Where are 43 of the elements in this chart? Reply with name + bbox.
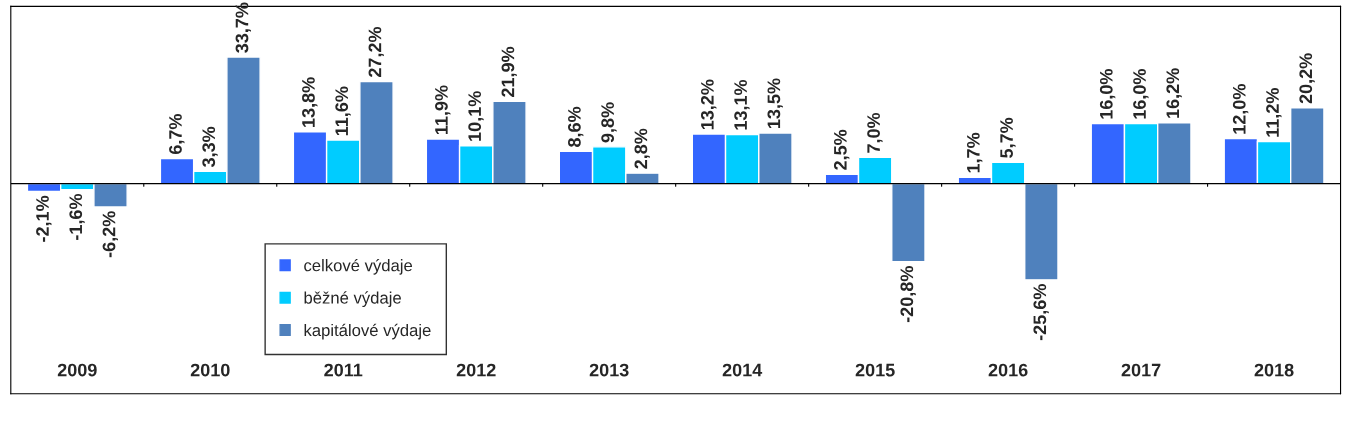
data-label: 20,2% [1299, 53, 1315, 104]
data-label: 2,8% [634, 128, 650, 169]
data-label: -25,6% [1033, 284, 1049, 341]
data-label: 16,0% [1133, 69, 1149, 119]
data-label: 8,6% [568, 106, 584, 147]
data-label: 6,7% [169, 114, 185, 155]
data-label: 21,9% [501, 46, 517, 97]
data-label: 10,1% [468, 91, 484, 141]
x-tick-label: 2009 [57, 363, 97, 377]
x-tick-label: 2010 [190, 363, 230, 377]
data-label: 3,3% [202, 126, 218, 168]
data-label: -6,2% [102, 211, 118, 258]
data-label: 16,2% [1166, 68, 1182, 118]
data-label: 12,0% [1232, 84, 1249, 134]
data-label: 1,7% [966, 132, 983, 173]
x-tick-label: 2015 [855, 363, 895, 377]
data-label: 11,6% [335, 86, 351, 136]
x-tick-label: 2011 [324, 363, 363, 377]
data-label: 13,8% [302, 77, 318, 127]
x-tick-label: 2012 [456, 363, 496, 377]
data-label: 27,2% [368, 26, 384, 78]
data-label: 7,0% [867, 112, 883, 153]
data-label: 9,8% [601, 102, 617, 143]
data-label: 2,5% [833, 129, 850, 170]
legend-label: běžné výdaje [304, 291, 401, 308]
x-tick-label: 2017 [1121, 363, 1161, 377]
data-label: -20,8% [900, 266, 916, 323]
data-label: 13,5% [767, 78, 783, 129]
data-label: -1,6% [69, 193, 85, 240]
x-tick-label: 2018 [1254, 363, 1294, 377]
data-label: -2,1% [36, 195, 52, 242]
x-tick-label: 2013 [589, 363, 629, 377]
data-label: 11,9% [435, 85, 451, 135]
data-label: 11,2% [1266, 88, 1282, 137]
data-label: 13,1% [734, 79, 750, 130]
data-label: 33,7% [235, 2, 251, 53]
x-tick-label: 2014 [722, 363, 763, 377]
data-label: 16,0% [1099, 69, 1116, 119]
legend-label: celkové výdaje [304, 258, 413, 275]
legend-label: kapitálové výdaje [304, 323, 431, 340]
data-label: 5,7% [1000, 117, 1016, 158]
x-tick-label: 2016 [988, 363, 1028, 377]
data-label: 13,2% [700, 79, 717, 130]
